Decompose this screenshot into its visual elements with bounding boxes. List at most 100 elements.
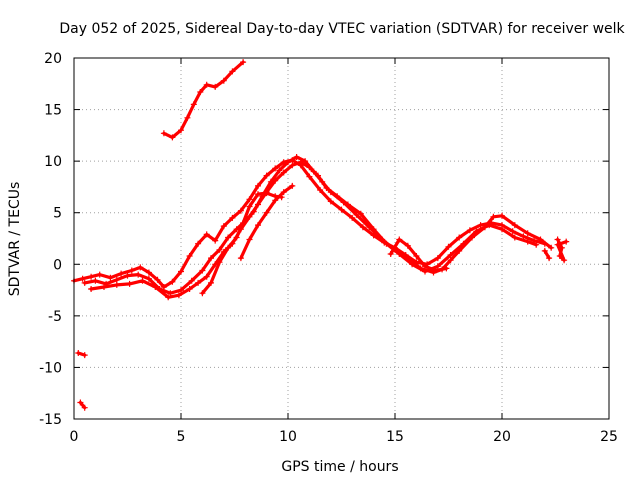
data-point (541, 247, 548, 254)
series-trace (78, 400, 87, 410)
data-point (199, 290, 206, 297)
data-point (152, 284, 159, 290)
data-point (434, 263, 441, 270)
data-point (349, 214, 356, 221)
data-point (334, 193, 341, 200)
data-point (237, 207, 244, 214)
data-point (460, 240, 467, 247)
data-point (154, 276, 161, 283)
data-point (246, 203, 253, 210)
data-point (75, 350, 82, 356)
data-point (509, 228, 516, 235)
y-axis-label: SDTVAR / TECUs (7, 182, 23, 297)
y-tick-label: 0 (53, 257, 62, 273)
data-point (289, 182, 296, 189)
data-point (229, 214, 236, 221)
data-point (263, 209, 270, 216)
data-point (554, 236, 561, 243)
data-point (81, 404, 88, 411)
data-point (197, 89, 204, 95)
data-point (524, 230, 531, 237)
data-point (178, 268, 184, 275)
data-point (175, 292, 182, 299)
data-point (126, 280, 133, 287)
grid-lines (74, 58, 609, 419)
data-point (240, 59, 247, 66)
data-point (124, 272, 131, 279)
series-pass-b (75, 350, 88, 359)
data-point (240, 220, 247, 226)
y-tick-label: -10 (39, 360, 62, 376)
data-point (445, 243, 452, 250)
data-point (396, 236, 403, 243)
data-point (203, 273, 210, 280)
series-pass-i (387, 236, 450, 274)
data-point (383, 240, 390, 247)
x-tick-label: 25 (600, 429, 618, 445)
data-point (490, 213, 497, 220)
data-point (280, 189, 287, 196)
series-pass-a (160, 59, 247, 141)
data-point (216, 246, 223, 253)
data-point (353, 211, 360, 218)
x-tick-label: 5 (177, 429, 186, 445)
data-point (561, 257, 568, 264)
data-point (195, 279, 202, 286)
data-point (546, 255, 553, 262)
data-point (220, 77, 227, 84)
data-point (280, 169, 287, 176)
data-point (537, 236, 544, 243)
data-point (499, 226, 505, 233)
data-point (92, 277, 99, 284)
data-point (178, 127, 184, 134)
data-point (432, 267, 439, 274)
series-pass-h (237, 182, 296, 262)
data-point (107, 274, 114, 281)
series-trace (162, 60, 245, 139)
data-point (77, 399, 84, 406)
data-point (520, 233, 527, 240)
data-point (409, 261, 416, 268)
data-point (96, 271, 103, 278)
series-pass-f (88, 159, 540, 301)
series-pass-k (554, 236, 570, 264)
series-pass-d (71, 157, 548, 290)
series-pass-j (541, 247, 553, 262)
data-point (289, 162, 296, 169)
data-point (246, 236, 253, 243)
data-point (169, 134, 176, 141)
data-point (387, 251, 394, 257)
data-point (246, 196, 253, 203)
data-point (79, 275, 86, 282)
data-point (208, 279, 214, 286)
data-point (554, 241, 561, 248)
data-point (297, 159, 304, 166)
data-point (88, 286, 95, 292)
y-tick-label: 5 (53, 206, 62, 222)
data-point (272, 177, 279, 184)
data-point (323, 185, 330, 191)
data-point (255, 191, 261, 198)
data-point (413, 253, 420, 259)
data-point (167, 290, 174, 297)
data-point (263, 190, 270, 197)
data-point (255, 201, 261, 208)
data-point (88, 273, 95, 280)
data-point (422, 268, 428, 275)
series-trace (543, 249, 551, 260)
data-point (556, 253, 563, 259)
data-point (212, 237, 219, 244)
data-point (225, 244, 232, 251)
data-point (199, 267, 206, 274)
data-point (473, 228, 480, 235)
data-point (212, 83, 219, 90)
x-axis-label: GPS time / hours (281, 459, 398, 475)
data-point (306, 173, 313, 180)
x-tick-label: 10 (279, 429, 297, 445)
data-point (272, 197, 279, 204)
data-point (186, 253, 193, 259)
data-point (81, 352, 88, 359)
data-point (293, 154, 300, 160)
data-series (71, 59, 570, 411)
